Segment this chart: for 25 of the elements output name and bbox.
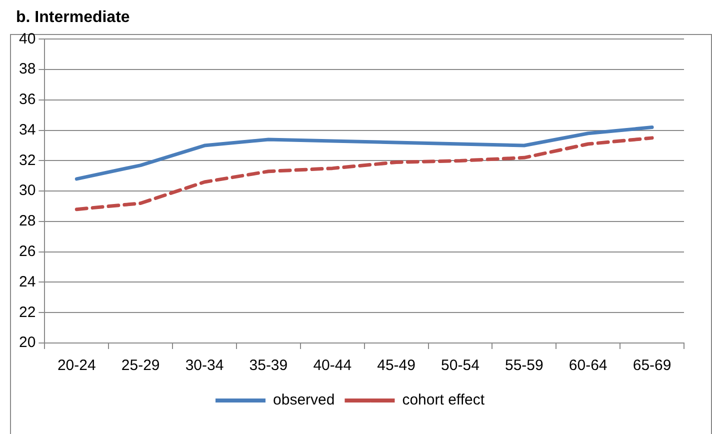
- x-tick-label: 55-59: [504, 357, 544, 374]
- legend-label: observed: [273, 392, 335, 409]
- x-tick-label: 45-49: [377, 357, 416, 374]
- x-tick-label: 25-29: [121, 357, 160, 374]
- x-tick-label: 50-54: [441, 357, 480, 374]
- x-tick-label: 65-69: [632, 357, 672, 374]
- y-tick-label: 34: [18, 121, 36, 138]
- line-series: [74, 136, 654, 212]
- chart-title: b. Intermediate: [16, 9, 130, 26]
- x-tick-label: 35-39: [249, 357, 288, 374]
- y-tick-label: 28: [18, 212, 36, 230]
- y-tick-label: 20: [18, 334, 36, 352]
- y-tick-label: 26: [18, 243, 36, 260]
- x-tick-label: 20-24: [57, 357, 96, 374]
- y-tick-label: 32: [18, 152, 36, 169]
- y-tick-label: 30: [18, 182, 36, 200]
- y-tick-label: 22: [18, 304, 36, 321]
- y-tick-label: 24: [18, 273, 36, 290]
- x-tick-label: 30-34: [185, 357, 224, 374]
- legend-label: cohort effect: [402, 392, 486, 409]
- x-tick-label: 60-64: [568, 357, 608, 374]
- y-tick-label: 36: [18, 91, 36, 108]
- y-tick-label: 40: [18, 30, 36, 48]
- y-tick-label: 38: [18, 60, 36, 78]
- x-tick-label: 40-44: [313, 357, 352, 374]
